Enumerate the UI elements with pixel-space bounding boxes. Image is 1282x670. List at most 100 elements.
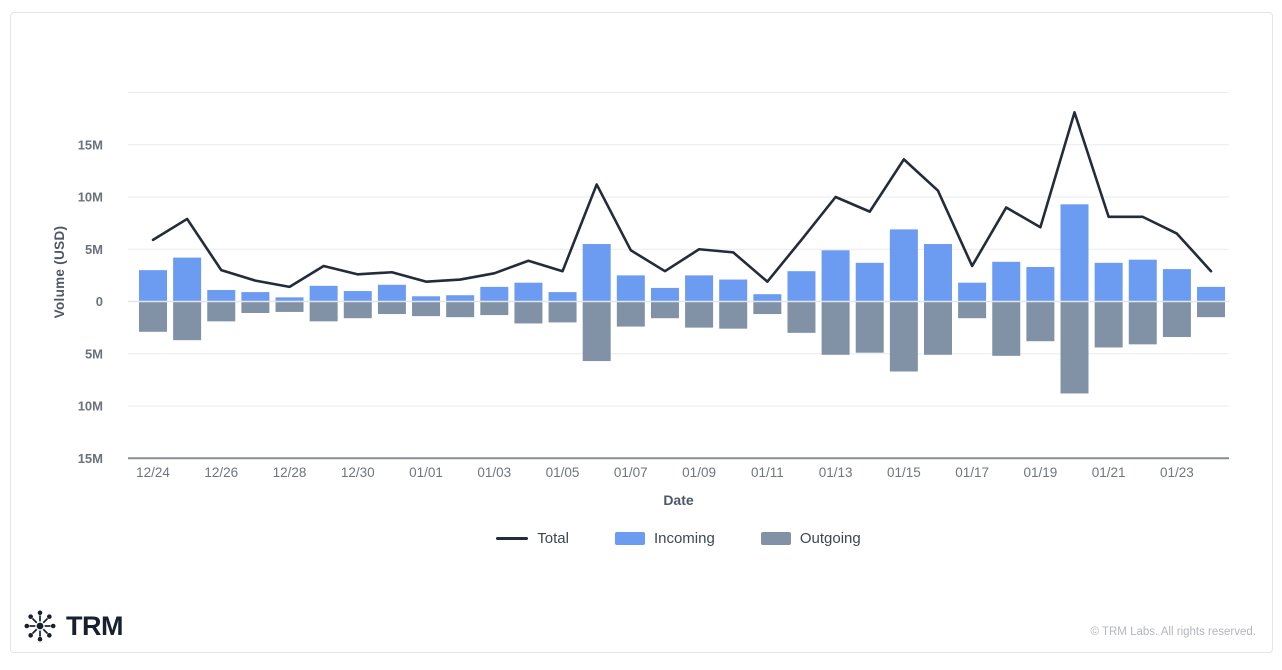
bar-incoming-01/07	[616, 275, 645, 302]
bar-outgoing-12/25	[173, 301, 202, 341]
bar-incoming-12/31	[377, 284, 406, 302]
bar-incoming-01/10	[719, 279, 748, 302]
bar-incoming-12/29	[309, 285, 338, 302]
bar-incoming-01/14	[855, 262, 884, 302]
bar-incoming-01/02	[446, 295, 475, 302]
bar-incoming-01/13	[821, 250, 850, 302]
bar-incoming-01/09	[685, 275, 714, 302]
bar-outgoing-01/18	[992, 301, 1021, 356]
legend-item-outgoing[interactable]: Outgoing	[760, 529, 861, 547]
copyright-text: © TRM Labs. All rights reserved.	[1090, 626, 1257, 638]
x-tick-label: 01/13	[819, 465, 853, 480]
y-tick-label: 15M	[78, 137, 103, 152]
trm-wordmark: TRM	[66, 610, 123, 641]
bar-outgoing-12/28	[275, 301, 304, 312]
bar-outgoing-12/24	[139, 301, 167, 332]
bar-incoming-12/25	[173, 257, 202, 302]
bar-incoming-12/24	[139, 270, 167, 302]
bar-outgoing-12/29	[309, 301, 338, 322]
bar-incoming-01/11	[753, 294, 782, 302]
x-tick-label: 01/03	[477, 465, 511, 480]
bar-outgoing-01/07	[616, 301, 645, 327]
legend-label-incoming: Incoming	[653, 529, 715, 547]
bar-incoming-01/04	[514, 282, 543, 302]
bar-outgoing-01/21	[1094, 301, 1123, 348]
y-tick-label: 10M	[78, 190, 103, 205]
bar-incoming-01/05	[548, 292, 577, 302]
bar-incoming-01/12	[787, 271, 816, 302]
x-tick-label: 01/05	[546, 465, 580, 480]
bar-outgoing-01/10	[719, 301, 748, 329]
bar-outgoing-01/06	[582, 301, 611, 362]
bar-outgoing-01/09	[685, 301, 714, 328]
bar-outgoing-01/12	[787, 301, 816, 333]
bar-incoming-01/21	[1094, 262, 1123, 302]
bar-outgoing-01/15	[889, 301, 918, 372]
legend-label-outgoing: Outgoing	[799, 529, 861, 547]
bar-incoming-01/15	[889, 229, 918, 302]
bar-outgoing-01/19	[1026, 301, 1055, 342]
bar-incoming-01/20	[1060, 204, 1089, 302]
bar-incoming-01/17	[958, 282, 987, 302]
legend-item-total[interactable]: Total	[496, 530, 569, 547]
legend-item-incoming[interactable]: Incoming	[614, 529, 715, 547]
x-tick-label: 12/26	[204, 465, 238, 480]
legend-label-total: Total	[537, 529, 569, 547]
bar-incoming-12/27	[241, 292, 270, 302]
y-axis-title: Volume (USD)	[52, 225, 67, 319]
x-tick-label: 01/21	[1092, 465, 1126, 480]
bar-outgoing-01/02	[446, 301, 475, 318]
bar-incoming-01/22	[1128, 259, 1157, 302]
bar-incoming-01/24	[1197, 286, 1226, 302]
bar-incoming-01/18	[992, 261, 1021, 302]
bar-outgoing-12/31	[377, 301, 406, 315]
y-tick-label: 15M	[78, 451, 103, 466]
x-tick-label: 12/28	[273, 465, 307, 480]
bar-outgoing-01/23	[1162, 301, 1191, 338]
bar-outgoing-01/20	[1060, 301, 1089, 394]
bar-outgoing-01/22	[1128, 301, 1157, 345]
legend: Total Incoming Outgoing	[128, 528, 1229, 548]
x-tick-label: 01/07	[614, 465, 648, 480]
y-tick-label: 10M	[78, 399, 103, 414]
bar-outgoing-01/03	[480, 301, 509, 316]
bar-incoming-01/16	[923, 244, 952, 302]
bar-outgoing-12/27	[241, 301, 270, 313]
outgoing-swatch	[760, 531, 791, 545]
bar-outgoing-01/01	[412, 301, 441, 317]
x-tick-label: 01/01	[409, 465, 443, 480]
bar-incoming-01/19	[1026, 267, 1055, 302]
bar-incoming-01/23	[1162, 269, 1191, 302]
x-tick-label: 12/24	[136, 465, 170, 480]
y-tick-label: 5M	[85, 242, 103, 257]
bar-outgoing-01/04	[514, 301, 543, 324]
bar-incoming-01/06	[582, 244, 611, 302]
total-line	[151, 111, 1213, 289]
y-tick-label: 0	[96, 294, 103, 309]
total-line-swatch	[496, 536, 529, 540]
trm-logo: TRM	[22, 608, 123, 644]
bar-outgoing-01/11	[753, 301, 782, 315]
x-tick-label: 01/23	[1160, 465, 1194, 480]
bar-outgoing-01/24	[1197, 301, 1226, 318]
incoming-swatch	[614, 531, 645, 545]
x-tick-label: 01/19	[1023, 465, 1057, 480]
trm-starburst-icon	[24, 610, 56, 642]
y-tick-label: 5M	[85, 346, 103, 361]
bar-outgoing-01/13	[821, 301, 850, 355]
bar-outgoing-01/17	[958, 301, 987, 319]
x-axis-title: Date	[663, 492, 694, 508]
bar-outgoing-01/14	[855, 301, 884, 353]
x-tick-label: 01/15	[887, 465, 921, 480]
x-tick-label: 01/11	[751, 465, 784, 480]
bar-incoming-01/01	[412, 296, 441, 302]
bar-incoming-12/26	[207, 290, 236, 302]
bar-outgoing-12/30	[343, 301, 372, 319]
bar-outgoing-01/16	[923, 301, 952, 355]
bar-incoming-12/30	[343, 291, 372, 302]
bar-outgoing-12/26	[207, 301, 236, 322]
bar-incoming-01/08	[650, 287, 679, 302]
x-tick-label: 01/17	[955, 465, 989, 480]
bar-outgoing-01/08	[650, 301, 679, 319]
